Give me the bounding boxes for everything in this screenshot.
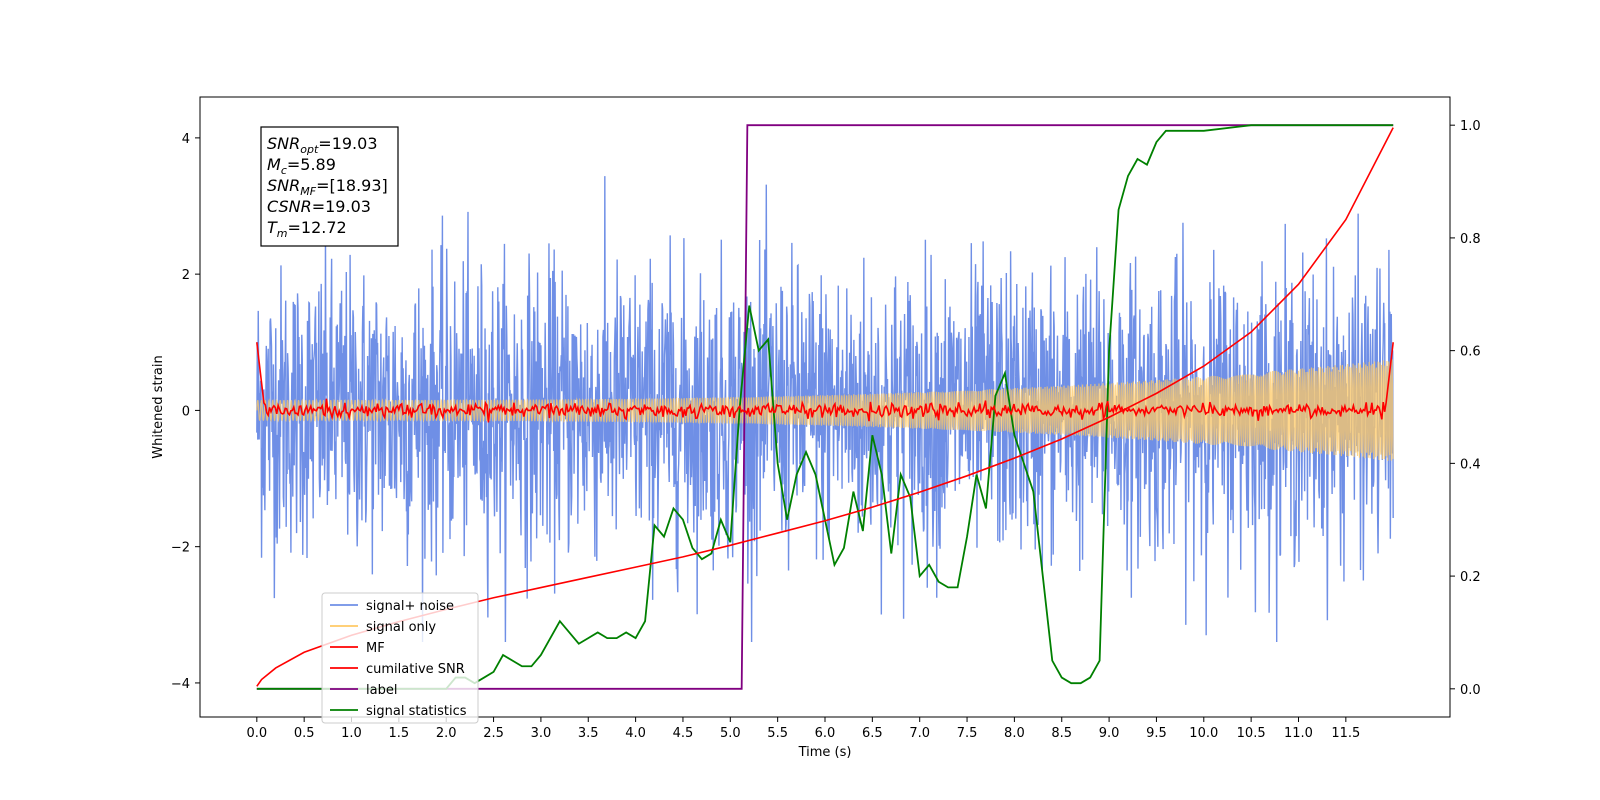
annotation-line: SNRMF=[18.93]: [267, 176, 388, 198]
annotation-frame: [260, 126, 399, 247]
y2-tick-label: 0.6: [1460, 345, 1481, 360]
annotation-value: =19.03: [318, 134, 377, 153]
axes-layer: 0.0 0.5 1.0 1.5 2.0 2.5 3.0 3.5 4.0 4.5 5.0 5.5 6.0 6…: [171, 119, 1481, 741]
y2-tick-label: 0.2: [1460, 570, 1481, 585]
annotation-symbol: M: [267, 155, 281, 174]
y-tick-label: −4: [171, 677, 190, 692]
legend-label: signal+ noise: [366, 599, 454, 614]
legend-label: signal statistics: [366, 704, 467, 719]
annotation-symbol: SNR: [267, 176, 300, 195]
x-tick-label: 10.0: [1189, 726, 1218, 741]
x-tick-label: 3.5: [578, 726, 599, 741]
legend: signal+ noise signal only MF cumilative SNR…: [321, 592, 479, 724]
annotation-box: SNRopt=19.03Mc=5.89SNRMF=[18.93]CSNR=19.…: [260, 126, 399, 247]
x-tick-label: 7.0: [909, 726, 930, 741]
annotation-value: =[18.93]: [316, 176, 388, 195]
annotation-subscript: MF: [300, 185, 316, 198]
annotation-subscript: c: [281, 164, 287, 177]
y2-tick-label: 0.0: [1460, 683, 1481, 698]
x-tick-label: 9.0: [1099, 726, 1120, 741]
series-layer: [256, 124, 1394, 690]
x-tick-label: 5.5: [767, 726, 788, 741]
x-axis-label: Time (s): [798, 745, 852, 760]
y2-tick-label: 0.4: [1460, 457, 1481, 472]
annotation-symbol: T: [267, 218, 278, 237]
x-tick-label: 8.0: [1004, 726, 1025, 741]
annotation-value: =19.03: [312, 197, 371, 216]
y-axis-label: Whitened strain: [151, 355, 166, 458]
x-tick-label: 1.5: [389, 726, 410, 741]
annotation-value: =5.89: [287, 155, 336, 174]
annotation-line: SNRopt=19.03: [267, 134, 378, 156]
y-tick-label: −2: [171, 541, 190, 556]
annotation-value: =12.72: [288, 218, 347, 237]
annotation-line: Mc=5.89: [267, 155, 336, 177]
annotation-symbol: CSNR: [267, 197, 312, 216]
x-tick-label: 6.5: [862, 726, 883, 741]
annotation-subscript: m: [277, 227, 288, 240]
annotation-line: Tm=12.72: [267, 218, 347, 240]
x-tick-label: 0.5: [294, 726, 315, 741]
x-tick-label: 11.5: [1331, 726, 1360, 741]
legend-frame: [321, 592, 479, 724]
x-tick-label: 10.5: [1237, 726, 1266, 741]
y-tick-label: 4: [182, 132, 190, 147]
x-tick-label: 9.5: [1146, 726, 1167, 741]
y2-tick-label: 0.8: [1460, 232, 1481, 247]
x-tick-label: 8.5: [1051, 726, 1072, 741]
x-tick-label: 7.5: [957, 726, 978, 741]
annotation-subscript: opt: [300, 143, 319, 156]
annotation-line: CSNR=19.03: [267, 197, 371, 216]
x-tick-label: 4.5: [673, 726, 694, 741]
x-tick-label: 0.0: [246, 726, 267, 741]
x-tick-label: 11.0: [1284, 726, 1313, 741]
x-tick-label: 6.0: [815, 726, 836, 741]
x-tick-label: 4.0: [625, 726, 646, 741]
legend-label: cumilative SNR: [366, 662, 465, 677]
y-tick-label: 2: [182, 268, 190, 283]
series-label: [256, 124, 1394, 690]
x-tick-label: 1.0: [341, 726, 362, 741]
x-tick-label: 5.0: [720, 726, 741, 741]
legend-label: MF: [366, 641, 385, 656]
series-signal-only: [256, 359, 1394, 461]
legend-label: label: [366, 683, 397, 698]
series-mf: [256, 342, 1394, 423]
y2-tick-label: 1.0: [1460, 119, 1481, 134]
y-tick-label: 0: [182, 404, 190, 419]
x-tick-label: 3.0: [531, 726, 552, 741]
x-tick-label: 2.5: [483, 726, 504, 741]
legend-label: signal only: [366, 620, 436, 635]
x-tick-label: 2.0: [436, 726, 457, 741]
annotation-symbol: SNR: [267, 134, 300, 153]
